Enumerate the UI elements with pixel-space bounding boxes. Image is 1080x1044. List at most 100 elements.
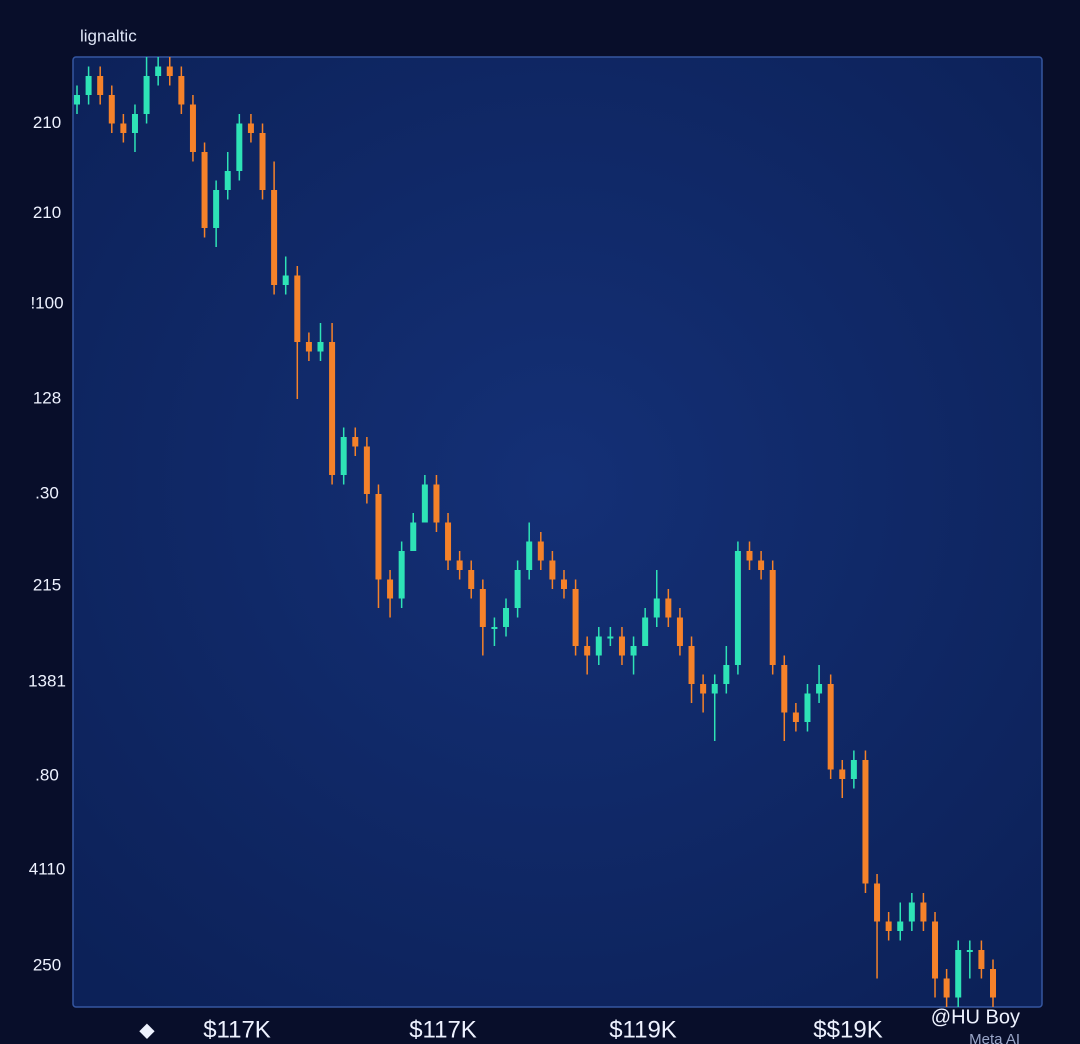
candle-body (572, 589, 579, 646)
candle-body (990, 969, 996, 998)
candle-body (143, 76, 150, 114)
candle-body (224, 171, 231, 190)
plot-area (72, 56, 1043, 1008)
candle-body (247, 123, 254, 133)
candle-body (816, 684, 823, 694)
candle-body (688, 646, 695, 684)
candle-body (433, 484, 440, 523)
candle-body (537, 541, 544, 561)
candle-body (468, 570, 475, 589)
candle-body (746, 551, 753, 561)
candle-body (560, 579, 567, 589)
candle-body (155, 66, 162, 76)
candle-body (317, 342, 324, 352)
candle-body (387, 579, 394, 599)
candle-body (526, 541, 533, 570)
candle-body (363, 446, 370, 494)
candle-body (340, 437, 347, 475)
y-tick-label: .30 (35, 483, 59, 502)
candle-body (700, 684, 707, 694)
y-tick-label: .80 (35, 766, 59, 785)
candle-body (282, 275, 289, 285)
candle-body (607, 636, 614, 639)
candle-body (201, 152, 208, 228)
candle-body (978, 950, 985, 969)
candle-body (421, 484, 428, 523)
candle-body (676, 617, 683, 646)
candle-body (932, 921, 939, 979)
candle-body (897, 921, 904, 931)
candle-body (595, 636, 602, 656)
candle-body (769, 570, 776, 665)
candle-body (352, 437, 359, 447)
x-label: $$19K (813, 1016, 882, 1043)
candle-body (804, 693, 811, 722)
candle-body (642, 617, 649, 646)
candle-body (874, 883, 881, 922)
y-tick-label: 215 (33, 576, 61, 595)
y-tick-label: 210 (33, 203, 61, 222)
candle-body (966, 950, 973, 952)
candle-body (329, 342, 336, 475)
candle-body (584, 646, 591, 656)
candle-body (131, 114, 138, 133)
x-label: $117K (409, 1016, 477, 1043)
chart-title: lignaltic (80, 26, 137, 45)
candle-body (711, 684, 718, 694)
candle-body (178, 76, 185, 105)
y-tick-label: 4110 (29, 860, 66, 879)
candle-body (908, 902, 915, 922)
candle-body (259, 133, 266, 190)
candle-body (618, 636, 625, 656)
x-label: $119K (609, 1016, 677, 1043)
candle-body (271, 190, 278, 285)
candle-body (120, 123, 127, 133)
candle-body (792, 712, 799, 722)
candle-body (294, 275, 301, 342)
candle-body (920, 902, 927, 922)
candle-body (236, 123, 243, 171)
candle-body (850, 760, 857, 779)
candle-body (514, 570, 521, 608)
candle-body (665, 598, 672, 618)
candle-body (479, 589, 486, 627)
candle-body (410, 522, 417, 551)
candle-body (445, 522, 452, 561)
candle-body (943, 978, 950, 998)
candle-body (781, 665, 788, 713)
marker: ◆ (139, 1019, 155, 1041)
candle-body (758, 560, 765, 570)
candle-body (213, 190, 220, 228)
candle-body (827, 684, 834, 770)
candle-body (862, 760, 869, 884)
y-tick-label: 250 (33, 956, 61, 975)
candle-body (885, 921, 892, 931)
candle-body (491, 627, 498, 629)
candle-body (108, 95, 115, 124)
y-tick-label: !100 (30, 293, 63, 312)
candle-body (85, 76, 92, 95)
candle-body (549, 560, 556, 580)
credit: Meta AI (969, 1031, 1020, 1044)
candle-body (398, 551, 405, 599)
candle-body (503, 608, 510, 627)
x-label: $117K (203, 1016, 271, 1043)
candle-body (630, 646, 637, 656)
candle-body (97, 76, 104, 95)
candle-body (456, 560, 463, 570)
candle-body (734, 551, 741, 665)
watermark: @HU Boy (931, 1006, 1020, 1028)
candle-body (305, 342, 312, 352)
candle-body (955, 950, 962, 998)
y-tick-label: 210 (33, 113, 61, 132)
candle-body (839, 769, 846, 779)
candle-body (74, 95, 80, 105)
y-tick-label: 128 (33, 388, 61, 407)
y-tick-label: 1381 (28, 672, 66, 691)
candle-body (166, 66, 173, 76)
candle-body (723, 665, 730, 684)
candle-body (375, 494, 382, 580)
candle-body (653, 598, 660, 618)
